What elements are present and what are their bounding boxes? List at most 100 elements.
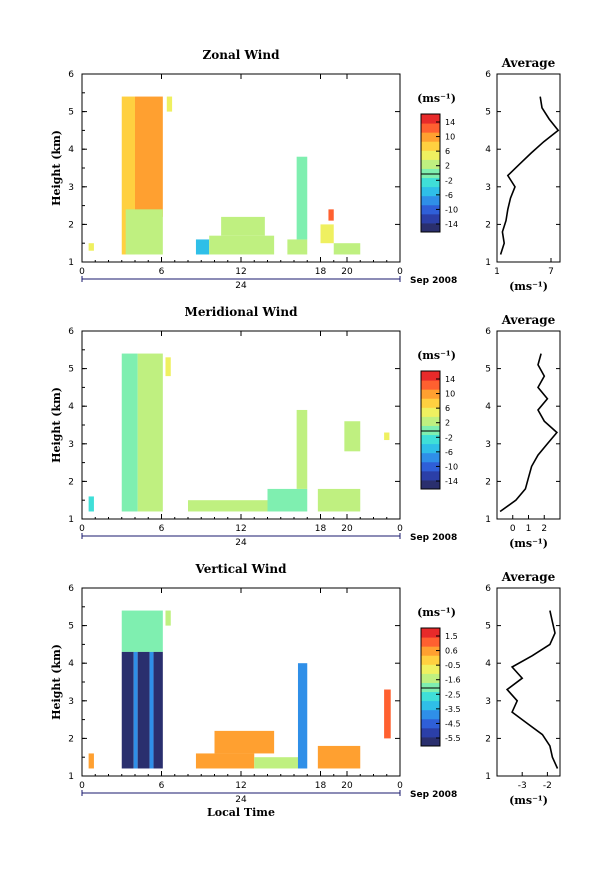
heatmap-cell: [149, 651, 154, 769]
colorbar-swatch: [421, 736, 440, 747]
heatmap-cells: [88, 610, 391, 769]
average-y-tick-label: 5: [485, 365, 491, 375]
panel-title: Vertical Wind: [194, 562, 287, 576]
colorbar-tick-label: 14: [445, 375, 455, 384]
y-axis-label: Height (km): [50, 387, 63, 463]
colorbar-tick-label: -2: [445, 176, 453, 185]
x-tick-label: 12: [235, 781, 246, 791]
colorbar-tick-label: 6: [445, 147, 450, 156]
colorbar-tick-label: -6: [445, 191, 453, 200]
average-x-unit: (ms⁻¹): [509, 280, 548, 293]
average-x-tick-label: 7: [548, 267, 554, 277]
colorbar-swatch: [421, 222, 440, 233]
y-axis-label: Height (km): [50, 644, 63, 720]
average-profile: Average 1 2 3 4 5 6 -3 -2 (ms⁻¹): [485, 570, 561, 807]
colorbar-tick-label: -2: [445, 433, 453, 442]
x-tick-label: 0: [79, 781, 85, 791]
average-line: [505, 610, 559, 769]
average-line: [499, 353, 559, 513]
average-frame: [496, 587, 561, 777]
heatmap-cell: [188, 500, 268, 512]
colorbar-tick-label: -10: [445, 205, 458, 214]
average-y-tick-label: 2: [485, 734, 491, 744]
colorbar-swatch: [421, 637, 440, 647]
x-tick-label: 6: [159, 781, 165, 791]
x-tick-label: 18: [315, 524, 327, 534]
average-y-tick-label: 2: [485, 220, 491, 230]
y-tick-label: 4: [68, 145, 74, 155]
colorbar-tick-label: -3.5: [445, 705, 461, 714]
x-tick-label: 0: [397, 267, 403, 277]
heatmap-cell: [344, 421, 361, 452]
heatmap-cell: [165, 610, 171, 626]
average-y-tick-label: 2: [485, 477, 491, 487]
heatmap-cells: [88, 353, 390, 512]
heatmap-cell: [153, 651, 163, 769]
colorbar: 14 10 6 2 -2 -6 -10 -14: [420, 370, 458, 490]
average-x-tick-label: 2: [541, 524, 547, 534]
colorbar-unit: (ms⁻¹): [417, 606, 456, 619]
x-tick-label: 6: [159, 267, 165, 277]
average-title: Average: [501, 313, 556, 327]
average-x-tick-label: 0: [510, 524, 516, 534]
heatmap-cell: [133, 651, 138, 769]
colorbar-swatch: [421, 727, 440, 738]
average-y-tick-label: 4: [485, 402, 491, 412]
y-tick-label: 5: [68, 108, 74, 118]
heatmap-cell: [317, 745, 361, 769]
average-title: Average: [501, 56, 556, 70]
colorbar-swatch: [421, 407, 440, 417]
colorbar-tick-label: 1.5: [445, 632, 458, 641]
average-y-tick-label: 4: [485, 659, 491, 669]
average-profile: Average 1 2 3 4 5 6 1 7(ms⁻¹): [485, 56, 561, 293]
colorbar-frame: [420, 627, 441, 747]
average-y-tick-label: 5: [485, 108, 491, 118]
heatmap-cell: [121, 353, 138, 512]
day-label: 24: [235, 795, 247, 805]
colorbar-swatch: [421, 718, 440, 729]
average-y-tick-label: 4: [485, 145, 491, 155]
colorbar-swatch: [421, 691, 440, 702]
colorbar-swatch: [421, 416, 440, 426]
colorbar-swatch: [421, 398, 440, 408]
average-y-tick-label: 1: [485, 258, 491, 268]
colorbar-tick-label: 2: [445, 162, 450, 171]
colorbar-tick-label: 2: [445, 419, 450, 428]
colorbar-swatch: [421, 479, 440, 490]
y-tick-label: 1: [68, 515, 74, 525]
average-frame: [496, 330, 561, 520]
colorbar-swatch: [421, 141, 440, 151]
colorbar-swatch: [421, 682, 440, 693]
average-frame: [496, 73, 561, 263]
heatmap-cell: [137, 651, 150, 769]
colorbar-swatch: [421, 461, 440, 472]
heatmap-cell: [333, 243, 361, 255]
average-x-tick-label: 1: [526, 524, 532, 534]
colorbar: 1.5 0.6 -0.5 -1.6 -2.5 -3.5 -4.5 -5.5: [420, 627, 461, 747]
y-tick-label: 6: [68, 584, 74, 594]
colorbar-swatch: [421, 132, 440, 142]
colorbar-tick-label: 6: [445, 404, 450, 413]
average-x-unit: (ms⁻¹): [509, 537, 548, 550]
average-x-unit: (ms⁻¹): [509, 794, 548, 807]
colorbar-tick-label: 10: [445, 390, 455, 399]
heatmap-cell: [287, 239, 308, 255]
colorbar-tick-label: -1.6: [445, 676, 461, 685]
colorbar-tick-label: -5.5: [445, 734, 461, 743]
average-y-tick-label: 3: [485, 697, 491, 707]
y-tick-label: 3: [68, 697, 74, 707]
colorbar-swatch: [421, 123, 440, 133]
y-tick-label: 3: [68, 440, 74, 450]
heatmap-cell: [296, 409, 308, 489]
y-tick-label: 2: [68, 220, 74, 230]
y-tick-label: 6: [68, 327, 74, 337]
x-tick-label: 18: [315, 781, 327, 791]
y-tick-label: 5: [68, 622, 74, 632]
heatmap-cell: [221, 216, 265, 236]
x-tick-label: 20: [341, 524, 353, 534]
average-title: Average: [501, 570, 556, 584]
